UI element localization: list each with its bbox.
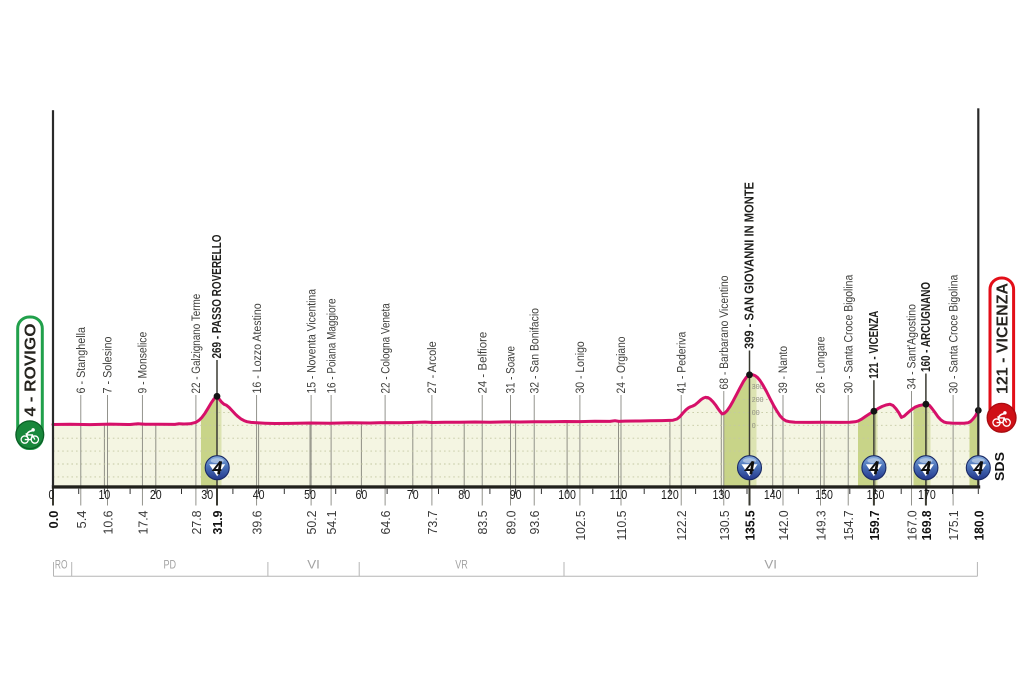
svg-text:154.7: 154.7: [841, 511, 856, 541]
svg-text:10.6: 10.6: [101, 511, 116, 535]
svg-text:80: 80: [458, 488, 470, 502]
svg-text:31.9: 31.9: [210, 511, 225, 535]
svg-text:110: 110: [610, 488, 628, 502]
svg-text:22 - Galzignano Terme: 22 - Galzignano Terme: [189, 294, 203, 394]
svg-text:0.0: 0.0: [46, 511, 61, 529]
svg-text:399 - SAN GIOVANNI IN MONTE: 399 - SAN GIOVANNI IN MONTE: [742, 182, 757, 349]
svg-text:34 - Sant'Agostino: 34 - Sant'Agostino: [905, 304, 919, 390]
svg-text:50.2: 50.2: [304, 511, 319, 535]
svg-text:93.6: 93.6: [527, 511, 542, 535]
svg-text:0: 0: [49, 488, 55, 502]
svg-text:0: 0: [752, 423, 756, 430]
svg-text:17.4: 17.4: [135, 511, 150, 535]
svg-text:32 - San Bonifacio: 32 - San Bonifacio: [527, 308, 541, 394]
svg-text:300: 300: [752, 384, 764, 391]
svg-text:269 - PASSO ROVERELLO: 269 - PASSO ROVERELLO: [209, 234, 224, 358]
svg-text:89.0: 89.0: [504, 511, 519, 535]
svg-text:130: 130: [712, 488, 730, 502]
svg-text:54.1: 54.1: [324, 511, 339, 535]
svg-text:VI: VI: [307, 558, 320, 572]
svg-text:26 - Longare: 26 - Longare: [814, 336, 828, 393]
svg-text:00: 00: [752, 410, 760, 417]
svg-text:5.4: 5.4: [74, 511, 89, 529]
svg-text:68 - Barbarano Vicentino: 68 - Barbarano Vicentino: [717, 275, 731, 389]
svg-text:175.1: 175.1: [946, 511, 961, 541]
svg-text:27.8: 27.8: [189, 511, 204, 535]
svg-text:41 - Pederiva: 41 - Pederiva: [674, 332, 688, 394]
svg-text:30 - Santa Croce Bigolina: 30 - Santa Croce Bigolina: [841, 275, 855, 394]
svg-text:169.8: 169.8: [919, 511, 934, 541]
svg-text:102.5: 102.5: [573, 511, 588, 541]
svg-text:6 - Stanghella: 6 - Stanghella: [74, 327, 88, 394]
svg-text:142.0: 142.0: [776, 511, 791, 541]
svg-text:135.5: 135.5: [743, 511, 758, 541]
svg-text:170: 170: [918, 488, 936, 502]
svg-text:150: 150: [815, 488, 833, 502]
svg-text:159.7: 159.7: [867, 511, 882, 541]
svg-text:16 - Lozzo Atestino: 16 - Lozzo Atestino: [250, 303, 264, 393]
svg-text:70: 70: [407, 488, 419, 502]
svg-text:110.5: 110.5: [614, 511, 629, 541]
svg-text:90: 90: [510, 488, 522, 502]
svg-text:120: 120: [661, 488, 679, 502]
svg-text:121 - VICENZA: 121 - VICENZA: [866, 310, 881, 378]
svg-text:4 - ROVIGO: 4 - ROVIGO: [23, 324, 40, 417]
svg-text:VI: VI: [764, 558, 777, 572]
svg-text:SDS: SDS: [993, 452, 1007, 481]
svg-text:121 - VICENZA: 121 - VICENZA: [994, 283, 1011, 394]
svg-text:167.0: 167.0: [905, 511, 920, 541]
svg-text:64.6: 64.6: [378, 511, 393, 535]
svg-text:PD: PD: [164, 558, 177, 572]
svg-text:15 - Noventa Vicentina: 15 - Noventa Vicentina: [304, 289, 318, 394]
svg-text:RO: RO: [55, 558, 68, 572]
svg-text:20: 20: [150, 488, 162, 502]
svg-text:100: 100: [558, 488, 576, 502]
svg-text:39 - Nanto: 39 - Nanto: [776, 346, 790, 394]
svg-text:73.7: 73.7: [425, 511, 440, 535]
svg-text:140: 140: [764, 488, 782, 502]
svg-text:9 - Monselice: 9 - Monselice: [136, 332, 150, 394]
svg-text:16 - Poiana Maggiore: 16 - Poiana Maggiore: [324, 298, 338, 393]
svg-text:24 - Orgiano: 24 - Orgiano: [614, 336, 628, 393]
svg-text:40: 40: [253, 488, 265, 502]
svg-text:50: 50: [304, 488, 316, 502]
svg-text:30 - Lonigo: 30 - Lonigo: [573, 341, 587, 393]
svg-text:160: 160: [867, 488, 885, 502]
svg-text:60: 60: [356, 488, 368, 502]
svg-text:39.6: 39.6: [250, 511, 265, 535]
svg-text:7 - Solesino: 7 - Solesino: [101, 336, 115, 393]
svg-text:27 - Arcole: 27 - Arcole: [425, 341, 439, 393]
svg-text:30 - Santa Croce Bigolina: 30 - Santa Croce Bigolina: [946, 275, 960, 394]
svg-text:130.5: 130.5: [717, 511, 732, 541]
svg-text:149.3: 149.3: [814, 511, 829, 541]
svg-text:24 - Belfiore: 24 - Belfiore: [475, 332, 489, 394]
svg-text:30: 30: [201, 488, 213, 502]
svg-text:200: 200: [752, 397, 764, 404]
svg-text:22 - Cologna Veneta: 22 - Cologna Veneta: [378, 303, 392, 393]
svg-text:122.2: 122.2: [674, 511, 689, 541]
svg-text:31 - Soave: 31 - Soave: [504, 346, 518, 394]
svg-text:180.0: 180.0: [971, 511, 986, 541]
svg-text:10: 10: [99, 488, 111, 502]
svg-text:83.5: 83.5: [475, 511, 490, 535]
svg-text:VR: VR: [455, 558, 468, 572]
svg-text:160 - ARCUGNANO: 160 - ARCUGNANO: [918, 282, 933, 372]
